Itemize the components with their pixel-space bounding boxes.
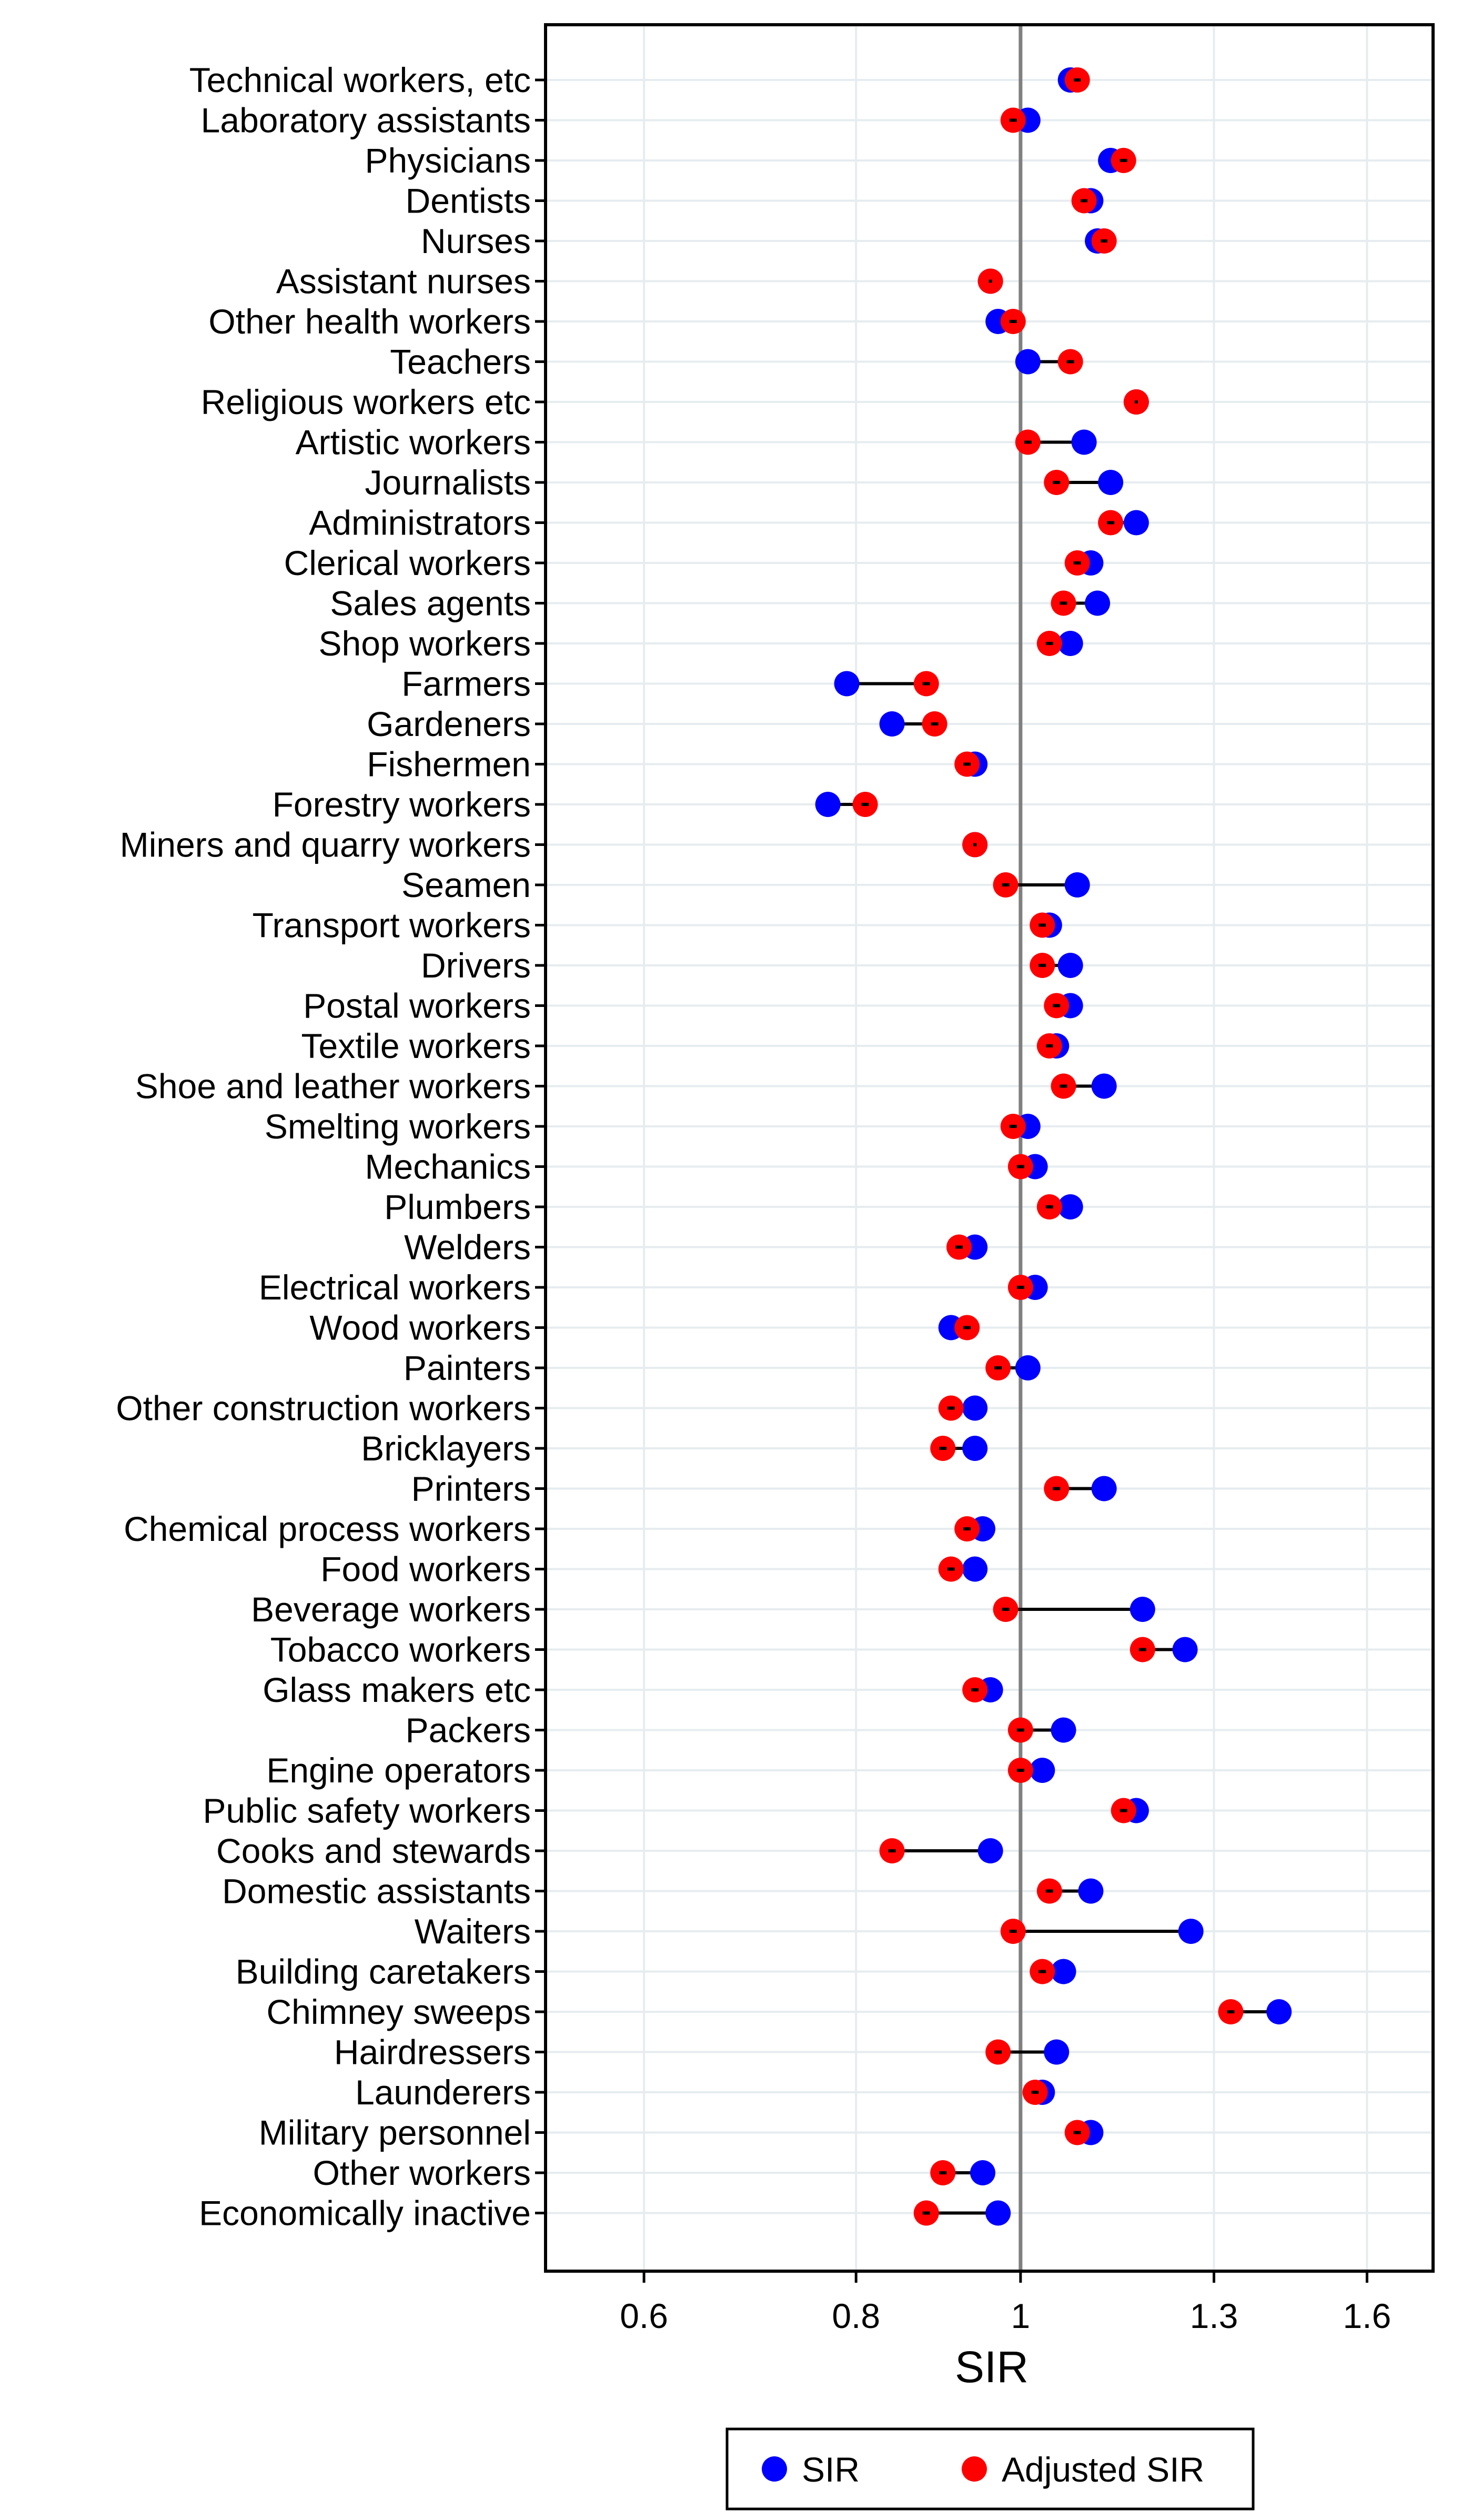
x-tick-label-3: 1.3 — [1190, 2296, 1238, 2335]
sir-point-14 — [1057, 631, 1083, 656]
plot-area — [546, 25, 1433, 2271]
category-label-23: Postal workers — [303, 986, 531, 1025]
x-tick-label-2: 1 — [1011, 2296, 1031, 2335]
category-label-37: Food workers — [320, 1550, 531, 1589]
category-label-22: Drivers — [421, 946, 531, 985]
category-label-32: Painters — [404, 1348, 531, 1387]
category-label-43: Public safety workers — [203, 1791, 531, 1830]
category-label-33: Other construction workers — [116, 1389, 531, 1428]
category-label-13: Sales agents — [330, 584, 531, 623]
category-label-38: Beverage workers — [251, 1590, 531, 1629]
sir-point-52 — [970, 2160, 995, 2185]
sir-point-48 — [1266, 1999, 1292, 2024]
category-label-53: Economically inactive — [199, 2194, 531, 2233]
sir-point-33 — [962, 1395, 988, 1421]
category-label-51: Military personnel — [259, 2113, 531, 2152]
category-label-17: Fishermen — [367, 745, 531, 784]
category-label-2: Physicians — [365, 141, 531, 180]
category-label-35: Printers — [411, 1469, 531, 1508]
sir-point-34 — [962, 1436, 988, 1461]
sir-point-28 — [1057, 1194, 1083, 1219]
sir-point-25 — [1091, 1073, 1117, 1099]
category-label-6: Other health workers — [208, 302, 531, 341]
sir-point-32 — [1015, 1355, 1041, 1380]
sir-point-10 — [1098, 470, 1124, 495]
sir-point-37 — [962, 1556, 988, 1582]
category-label-26: Smelting workers — [265, 1107, 531, 1146]
category-label-10: Journalists — [365, 463, 531, 502]
category-label-49: Hairdressers — [334, 2033, 531, 2072]
category-label-41: Packers — [406, 1711, 531, 1750]
sir-point-38 — [1130, 1597, 1155, 1622]
sir-point-20 — [1064, 872, 1090, 898]
category-label-8: Religious workers etc — [201, 382, 531, 421]
category-label-11: Administrators — [309, 503, 531, 542]
legend-label-0: SIR — [802, 2450, 860, 2489]
category-label-0: Technical workers, etc — [189, 61, 531, 99]
sir-point-41 — [1051, 1717, 1076, 1743]
category-label-52: Other workers — [313, 2153, 531, 2192]
category-label-28: Plumbers — [384, 1187, 531, 1226]
category-label-12: Clerical workers — [284, 543, 531, 582]
category-label-24: Textile workers — [301, 1026, 531, 1065]
category-label-34: Bricklayers — [361, 1429, 531, 1468]
category-label-14: Shop workers — [318, 624, 531, 663]
legend-label-1: Adjusted SIR — [1002, 2450, 1204, 2489]
category-label-7: Teachers — [390, 342, 531, 381]
sir-point-53 — [985, 2200, 1011, 2226]
category-label-25: Shoe and leather workers — [135, 1067, 531, 1106]
legend-marker-1 — [962, 2456, 987, 2482]
category-label-30: Electrical workers — [259, 1268, 531, 1307]
category-label-20: Seamen — [401, 865, 531, 904]
x-tick-label-0: 0.6 — [620, 2296, 668, 2335]
category-label-15: Farmers — [401, 664, 531, 703]
category-label-40: Glass makers etc — [263, 1670, 531, 1709]
sir-point-15 — [834, 671, 860, 697]
sir-point-18 — [815, 792, 841, 817]
plot-frame — [544, 23, 1435, 2273]
category-label-18: Forestry workers — [273, 785, 531, 824]
sir-point-45 — [1078, 1878, 1104, 1904]
sir-point-22 — [1057, 953, 1083, 978]
sir-point-47 — [1051, 1959, 1076, 1984]
sir-point-9 — [1071, 429, 1097, 455]
category-label-4: Nurses — [421, 221, 531, 260]
sir-point-42 — [1030, 1758, 1055, 1783]
category-label-45: Domestic assistants — [222, 1872, 531, 1911]
legend-marker-0 — [762, 2456, 787, 2482]
category-label-1: Laboratory assistants — [201, 101, 531, 140]
category-label-21: Transport workers — [253, 906, 531, 945]
category-label-44: Cooks and stewards — [216, 1831, 531, 1870]
x-tick-label-1: 0.8 — [832, 2296, 880, 2335]
sir-point-7 — [1015, 349, 1041, 375]
legend-box — [725, 2427, 1255, 2511]
category-label-29: Welders — [404, 1228, 531, 1267]
sir-point-16 — [879, 711, 905, 737]
category-label-39: Tobacco workers — [270, 1630, 531, 1669]
category-label-31: Wood workers — [309, 1308, 531, 1347]
sir-point-13 — [1085, 590, 1111, 616]
category-label-16: Gardeners — [367, 704, 531, 743]
category-label-42: Engine operators — [266, 1751, 531, 1790]
category-label-36: Chemical process workers — [124, 1509, 531, 1548]
category-label-5: Assistant nurses — [276, 262, 531, 301]
sir-point-44 — [977, 1838, 1003, 1863]
category-label-19: Miners and quarry workers — [120, 825, 531, 864]
category-label-50: Launderers — [355, 2073, 531, 2112]
sir-point-11 — [1123, 510, 1149, 536]
category-label-46: Waiters — [415, 1912, 531, 1951]
category-label-47: Building caretakers — [236, 1952, 531, 1991]
sir-point-46 — [1178, 1919, 1204, 1944]
x-tick-label-4: 1.6 — [1343, 2296, 1392, 2335]
category-label-27: Mechanics — [365, 1147, 531, 1186]
sir-point-35 — [1091, 1476, 1117, 1501]
sir-point-39 — [1172, 1637, 1198, 1662]
category-label-48: Chimney sweeps — [266, 1992, 531, 2031]
category-label-9: Artistic workers — [296, 423, 531, 462]
category-label-3: Dentists — [406, 182, 531, 220]
sir-point-49 — [1044, 2039, 1070, 2065]
x-axis-label: SIR — [955, 2342, 1029, 2392]
